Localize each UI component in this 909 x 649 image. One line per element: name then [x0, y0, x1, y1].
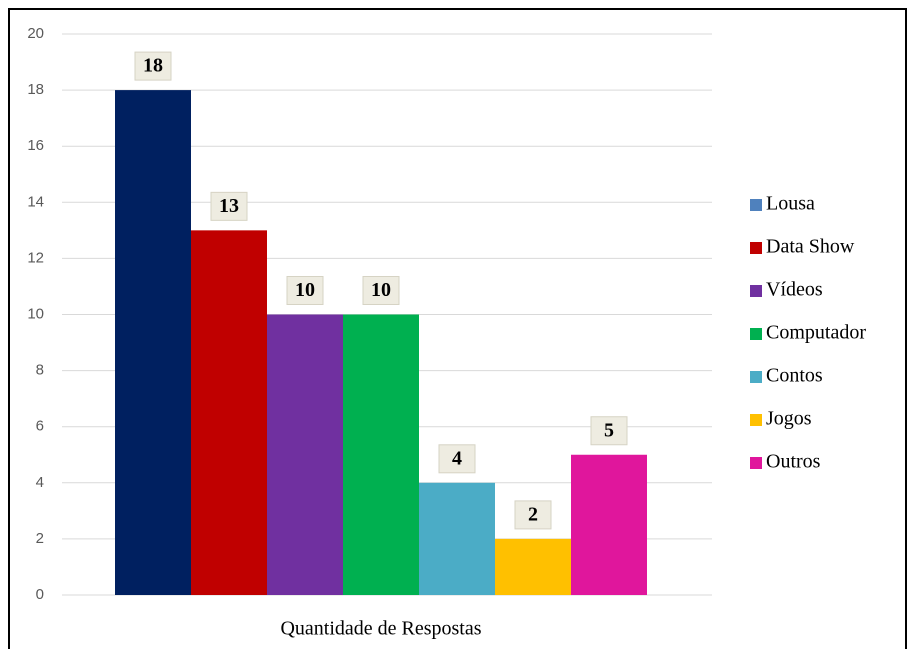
frame — [8, 8, 907, 649]
y-tick-label: 20 — [27, 25, 44, 42]
y-tick-label: 16 — [27, 137, 44, 154]
bar — [267, 314, 343, 595]
legend-swatch — [750, 199, 762, 211]
data-label-box — [514, 500, 552, 530]
data-label-box — [134, 51, 172, 81]
legend-swatch — [750, 328, 762, 340]
data-label: 10 — [295, 279, 315, 301]
data-label: 10 — [371, 279, 391, 301]
data-label-box — [210, 191, 248, 221]
y-tick-label: 6 — [36, 418, 44, 435]
data-label-box — [590, 416, 628, 446]
y-tick-label: 8 — [36, 362, 44, 379]
legend-label: Computador — [766, 322, 866, 344]
y-tick-label: 0 — [36, 586, 44, 603]
legend-label: Outros — [766, 451, 821, 473]
bar — [191, 230, 267, 595]
data-label: 5 — [604, 419, 614, 441]
data-label-box — [438, 444, 476, 474]
data-label: 18 — [143, 55, 163, 77]
legend-label: Lousa — [766, 193, 815, 215]
y-tick-label: 2 — [36, 530, 44, 547]
data-label: 4 — [452, 447, 462, 469]
legend-swatch — [750, 371, 762, 383]
bar — [419, 482, 495, 595]
legend-swatch — [750, 242, 762, 254]
legend-label: Jogos — [766, 408, 812, 430]
bar — [495, 538, 571, 595]
data-label: 2 — [528, 503, 538, 525]
x-tick-label: Quantidade de Respostas — [280, 618, 481, 640]
legend-label: Data Show — [766, 236, 855, 258]
legend-swatch — [750, 285, 762, 297]
y-tick-label: 12 — [27, 249, 44, 266]
legend-label: Contos — [766, 365, 823, 387]
y-tick-label: 4 — [36, 474, 44, 491]
data-label-box — [286, 276, 324, 305]
bar — [115, 90, 191, 595]
bar — [571, 454, 647, 595]
y-tick-label: 14 — [27, 193, 44, 210]
y-tick-label: 10 — [27, 305, 44, 322]
bar — [343, 314, 419, 595]
y-tick-label: 18 — [27, 81, 44, 98]
data-label-box — [362, 276, 400, 305]
legend-label: Vídeos — [766, 279, 823, 301]
legend-swatch — [750, 457, 762, 469]
legend-swatch — [750, 414, 762, 426]
data-label: 13 — [219, 195, 239, 217]
